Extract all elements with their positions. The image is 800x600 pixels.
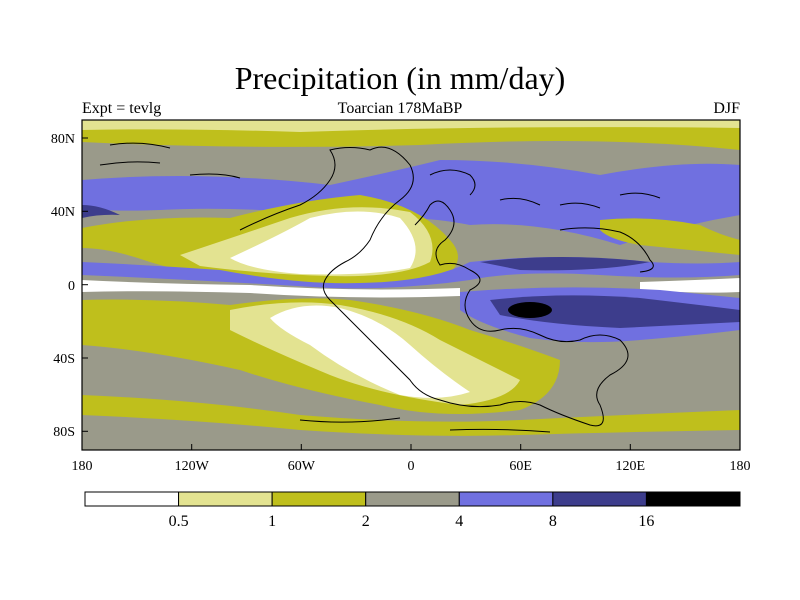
colorbar-label: 4 [455,513,463,530]
colorbar-label: 1 [268,513,276,530]
colorbar-label: 16 [638,513,654,530]
lon-tick-120e: 120E [616,459,646,474]
season-label: DJF [713,100,740,117]
colorbar-label: 8 [549,513,557,530]
coast-fragment-5 [299,417,551,433]
lon-tick-60e: 60E [509,459,532,474]
tick-marks [81,137,741,450]
coastlines [99,142,661,433]
colorbar-swatch [458,491,554,507]
colorbar-swatch [84,491,180,507]
lon-tick-0: 0 [408,459,415,474]
patch-dark-nw [82,205,120,218]
lon-tick-60w: 60W [288,459,316,474]
band-east-yellow [600,218,740,255]
colorbar-swatch [645,491,741,507]
lat-tick-0: 0 [68,279,75,294]
colorbar-swatch [271,491,367,507]
colorbar-swatch [178,491,273,507]
coast-fragment-4 [499,192,661,209]
lat-tick-40s: 40S [53,352,75,367]
lon-tick-180w: 180 [72,459,93,474]
colorbar-label: 0.5 [169,513,189,530]
equator-dry [82,280,460,298]
colorbar: 0.5 1 2 4 8 16 [84,491,741,530]
pangea-coast [239,146,629,427]
desert-north [230,211,416,275]
coast-fragment-3 [99,142,241,179]
equator-dry-east [640,278,740,293]
lon-tick-180e: 180 [730,459,751,474]
band-north-polar-light [82,120,740,132]
band-south-polar [82,395,740,436]
map-title: Precipitation (in mm/day) [234,60,566,96]
map-fill-layer [82,120,740,450]
colorbar-swatch [365,491,460,507]
lat-tick-40n: 40N [51,205,75,220]
itcz-dark [480,257,650,271]
lon-tick-120w: 120W [175,459,210,474]
period-label: Toarcian 178MaBP [337,100,463,117]
colorbar-label: 2 [362,513,370,530]
lat-tick-80n: 80N [51,132,75,147]
southern-tropical-dark [490,295,740,328]
colorbar-swatch [552,491,647,507]
coast-fragment-1 [429,169,476,196]
coast-fragment-2 [559,227,654,273]
precip-maximum [508,302,552,318]
lat-tick-80s: 80S [53,425,75,440]
band-north-stormtrack [82,160,740,245]
experiment-label: Expt = tevlg [82,100,162,117]
desert-south [270,305,470,398]
